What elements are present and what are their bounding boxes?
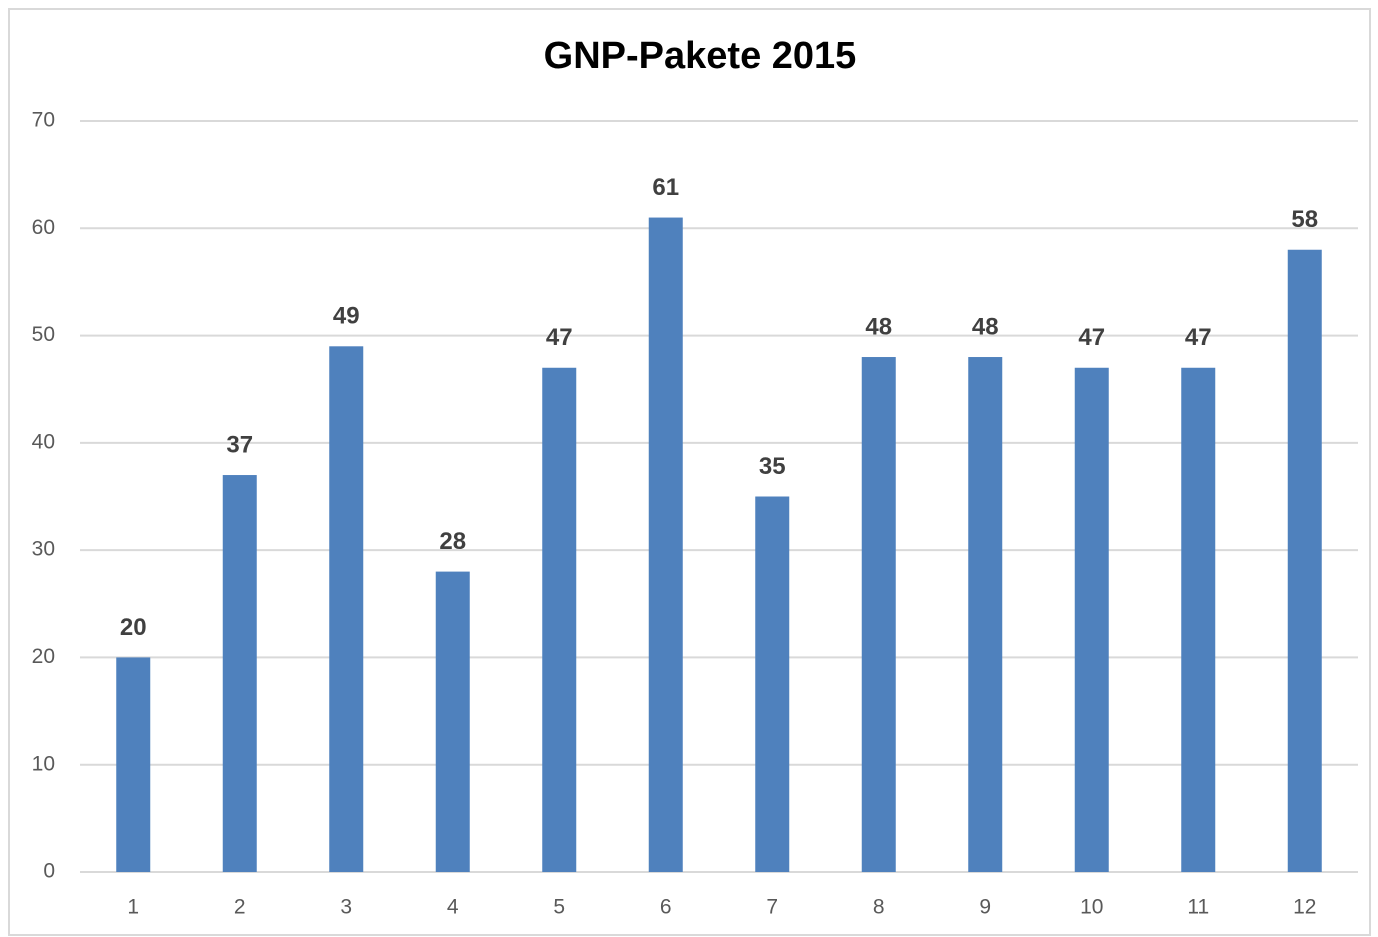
x-tick-label: 1 [127, 896, 139, 919]
data-label: 58 [1291, 206, 1318, 233]
y-tick-label: 40 [32, 430, 55, 453]
bar [116, 657, 151, 872]
chart-title: GNP-Pakete 2015 [544, 35, 857, 77]
bar [861, 357, 896, 872]
x-tick-label: 2 [234, 896, 246, 919]
x-tick-label: 5 [553, 896, 565, 919]
bar [329, 346, 364, 872]
data-label: 35 [759, 453, 786, 480]
data-label: 48 [865, 313, 892, 340]
bar [222, 475, 257, 872]
bar [1074, 367, 1109, 872]
bar [648, 217, 683, 873]
x-tick-label: 12 [1293, 896, 1316, 919]
y-tick-label: 0 [43, 860, 55, 883]
bar [1181, 367, 1216, 872]
x-tick-label: 4 [447, 896, 459, 919]
data-label: 48 [972, 313, 999, 340]
bar [435, 571, 470, 872]
y-tick-label: 30 [32, 538, 55, 561]
data-label: 47 [546, 324, 573, 351]
x-tick-label: 10 [1080, 896, 1103, 919]
bar [968, 357, 1003, 872]
data-label: 28 [439, 528, 466, 555]
data-label: 20 [120, 614, 147, 641]
bar [542, 367, 577, 872]
x-tick-label: 7 [766, 896, 778, 919]
x-tick-label: 3 [340, 896, 352, 919]
data-label: 61 [652, 174, 679, 201]
y-tick-label: 60 [32, 216, 55, 239]
x-tick-label: 9 [979, 896, 991, 919]
y-tick-label: 10 [32, 752, 55, 775]
y-tick-label: 20 [32, 645, 55, 668]
data-label: 47 [1185, 324, 1212, 351]
data-label: 37 [226, 431, 253, 458]
data-label: 49 [333, 303, 360, 330]
bar [755, 496, 790, 872]
x-tick-label: 11 [1187, 896, 1209, 919]
y-tick-label: 70 [32, 109, 55, 132]
x-tick-label: 8 [873, 896, 885, 919]
data-label: 47 [1078, 324, 1105, 351]
y-tick-label: 50 [32, 323, 55, 346]
chart-border [8, 8, 1371, 936]
x-tick-label: 6 [660, 896, 672, 919]
bar [1287, 249, 1322, 872]
